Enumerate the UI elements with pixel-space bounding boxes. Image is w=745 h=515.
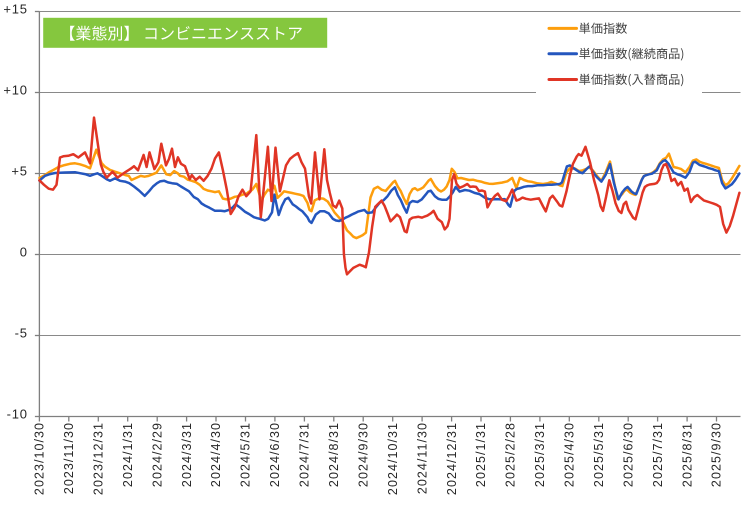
- svg-text:2023/12/31: 2023/12/31: [92, 422, 106, 495]
- svg-text:2025/8/31: 2025/8/31: [680, 422, 694, 487]
- svg-text:2025/2/28: 2025/2/28: [504, 422, 518, 487]
- svg-text:-5: -5: [15, 326, 28, 341]
- svg-text:0: 0: [20, 245, 28, 260]
- svg-text:2025/1/31: 2025/1/31: [474, 422, 488, 487]
- svg-text:2024/6/30: 2024/6/30: [268, 422, 282, 487]
- svg-text:+5: +5: [11, 164, 27, 179]
- svg-text:2025/6/30: 2025/6/30: [621, 422, 635, 487]
- svg-text:2025/5/31: 2025/5/31: [592, 422, 606, 487]
- svg-text:2024/10/31: 2024/10/31: [386, 422, 400, 495]
- svg-text:2024/2/29: 2024/2/29: [150, 422, 164, 487]
- svg-text:2024/11/30: 2024/11/30: [415, 422, 429, 494]
- svg-text:2024/7/31: 2024/7/31: [298, 422, 312, 487]
- svg-text:2023/10/30: 2023/10/30: [33, 422, 47, 495]
- svg-text:2024/1/31: 2024/1/31: [121, 422, 135, 487]
- svg-text:-10: -10: [7, 407, 28, 422]
- svg-text:2025/3/31: 2025/3/31: [533, 422, 547, 487]
- svg-text:2024/5/31: 2024/5/31: [239, 422, 253, 487]
- svg-text:2024/4/30: 2024/4/30: [209, 422, 223, 487]
- svg-text:2025/7/31: 2025/7/31: [651, 422, 665, 487]
- svg-text:2023/11/30: 2023/11/30: [62, 422, 76, 494]
- svg-text:2024/12/31: 2024/12/31: [445, 422, 459, 495]
- svg-text:2024/8/31: 2024/8/31: [327, 422, 341, 487]
- svg-text:2024/9/30: 2024/9/30: [356, 422, 370, 487]
- svg-text:+10: +10: [3, 83, 27, 98]
- svg-text:+15: +15: [3, 2, 27, 17]
- svg-text:2025/9/30: 2025/9/30: [710, 422, 724, 487]
- svg-text:2025/4/30: 2025/4/30: [563, 422, 577, 487]
- svg-text:2024/3/31: 2024/3/31: [180, 422, 194, 487]
